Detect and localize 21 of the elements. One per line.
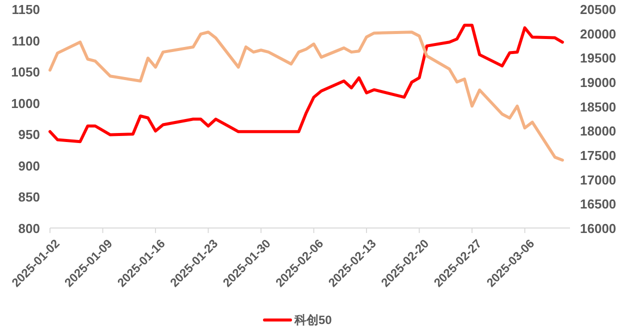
line-series [48, 30, 564, 162]
y-tick-label: 950 [18, 127, 40, 142]
y2-tick-label: 20500 [580, 2, 616, 17]
y-tick-label: 1100 [12, 33, 40, 48]
y-tick-label: 800 [18, 221, 40, 236]
y2-tick-label: 16500 [580, 196, 616, 212]
y2-tick-label: 17500 [580, 148, 616, 163]
y2-tick-label: 19500 [580, 50, 616, 66]
y2-tick-label: 16000 [580, 221, 616, 236]
y2-tick-label: 18000 [580, 124, 616, 139]
legend-label: 科创50 [294, 313, 332, 327]
y-tick-label: 1000 [11, 96, 40, 111]
y2-tick-label: 19000 [580, 75, 616, 90]
y-tick-label: 1050 [11, 64, 40, 80]
y2-tick-label: 20000 [580, 26, 616, 42]
y-tick-label: 1150 [12, 2, 40, 17]
line-series [48, 24, 564, 144]
y-tick-label: 850 [18, 190, 40, 205]
y-tick-label: 900 [18, 158, 40, 174]
y2-tick-label: 17000 [580, 172, 616, 188]
y2-tick-label: 18500 [580, 99, 616, 114]
